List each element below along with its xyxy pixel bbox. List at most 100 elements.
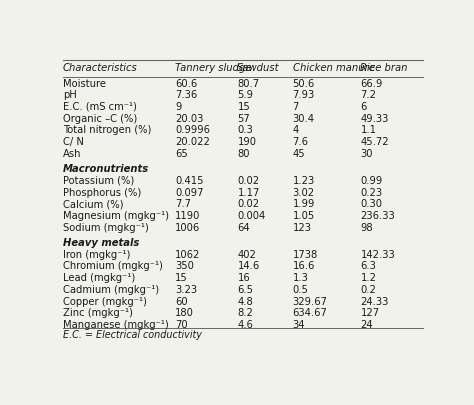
- Text: Ash: Ash: [63, 149, 82, 159]
- Text: 80.7: 80.7: [237, 79, 260, 89]
- Text: C/ N: C/ N: [63, 137, 84, 147]
- Text: 127: 127: [360, 308, 380, 318]
- Text: 123: 123: [292, 223, 311, 232]
- Text: Total nitrogen (%): Total nitrogen (%): [63, 125, 151, 135]
- Text: 7.93: 7.93: [292, 90, 315, 100]
- Text: 1062: 1062: [175, 250, 201, 260]
- Text: 1190: 1190: [175, 211, 201, 221]
- Text: Sodium (mgkg⁻¹): Sodium (mgkg⁻¹): [63, 223, 149, 232]
- Text: 7.7: 7.7: [175, 199, 191, 209]
- Text: 16.6: 16.6: [292, 262, 315, 271]
- Text: 6.5: 6.5: [237, 285, 254, 295]
- Text: 0.415: 0.415: [175, 176, 203, 186]
- Text: 15: 15: [175, 273, 188, 283]
- Text: 34: 34: [292, 320, 305, 330]
- Text: 7.36: 7.36: [175, 90, 197, 100]
- Text: 50.6: 50.6: [292, 79, 315, 89]
- Text: 30: 30: [360, 149, 373, 159]
- Text: Potassium (%): Potassium (%): [63, 176, 134, 186]
- Text: E.C. = Electrical conductivity: E.C. = Electrical conductivity: [63, 330, 202, 340]
- Text: 20.03: 20.03: [175, 114, 203, 124]
- Text: 402: 402: [237, 250, 256, 260]
- Text: 70: 70: [175, 320, 188, 330]
- Text: 24: 24: [360, 320, 373, 330]
- Text: 0.99: 0.99: [360, 176, 383, 186]
- Text: 329.67: 329.67: [292, 296, 328, 307]
- Text: 0.5: 0.5: [292, 285, 309, 295]
- Text: 7: 7: [292, 102, 299, 112]
- Text: 60.6: 60.6: [175, 79, 197, 89]
- Text: 45: 45: [292, 149, 305, 159]
- Text: 16: 16: [237, 273, 250, 283]
- Text: Phosphorus (%): Phosphorus (%): [63, 188, 141, 198]
- Text: 0.3: 0.3: [237, 125, 253, 135]
- Text: Chicken manure: Chicken manure: [292, 63, 374, 73]
- Text: 180: 180: [175, 308, 194, 318]
- Text: 60: 60: [175, 296, 188, 307]
- Text: Chromium (mgkg⁻¹): Chromium (mgkg⁻¹): [63, 262, 163, 271]
- Text: 4: 4: [292, 125, 299, 135]
- Text: 0.9996: 0.9996: [175, 125, 210, 135]
- Text: 66.9: 66.9: [360, 79, 383, 89]
- Text: 45.72: 45.72: [360, 137, 389, 147]
- Text: 14.6: 14.6: [237, 262, 260, 271]
- Text: 1.1: 1.1: [360, 125, 376, 135]
- Text: Lead (mgkg⁻¹): Lead (mgkg⁻¹): [63, 273, 135, 283]
- Text: 1.3: 1.3: [292, 273, 309, 283]
- Text: 6: 6: [360, 102, 367, 112]
- Text: 1.05: 1.05: [292, 211, 315, 221]
- Text: 6.3: 6.3: [360, 262, 376, 271]
- Text: 20.022: 20.022: [175, 137, 210, 147]
- Text: 7.2: 7.2: [360, 90, 376, 100]
- Text: 7.6: 7.6: [292, 137, 309, 147]
- Text: 57: 57: [237, 114, 250, 124]
- Text: 634.67: 634.67: [292, 308, 328, 318]
- Text: Organic –C (%): Organic –C (%): [63, 114, 137, 124]
- Text: Sawdust: Sawdust: [237, 63, 280, 73]
- Text: 9: 9: [175, 102, 182, 112]
- Text: pH: pH: [63, 90, 77, 100]
- Text: 190: 190: [237, 137, 256, 147]
- Text: 0.004: 0.004: [237, 211, 265, 221]
- Text: 3.02: 3.02: [292, 188, 315, 198]
- Text: Iron (mgkg⁻¹): Iron (mgkg⁻¹): [63, 250, 130, 260]
- Text: Zinc (mgkg⁻¹): Zinc (mgkg⁻¹): [63, 308, 133, 318]
- Text: 1.99: 1.99: [292, 199, 315, 209]
- Text: 4.6: 4.6: [237, 320, 253, 330]
- Text: Cadmium (mgkg⁻¹): Cadmium (mgkg⁻¹): [63, 285, 159, 295]
- Text: 3.23: 3.23: [175, 285, 197, 295]
- Text: 0.02: 0.02: [237, 176, 260, 186]
- Text: E.C. (mS cm⁻¹): E.C. (mS cm⁻¹): [63, 102, 137, 112]
- Text: Tannery sludge: Tannery sludge: [175, 63, 252, 73]
- Text: 0.02: 0.02: [237, 199, 260, 209]
- Text: 236.33: 236.33: [360, 211, 395, 221]
- Text: 64: 64: [237, 223, 250, 232]
- Text: 5.9: 5.9: [237, 90, 254, 100]
- Text: 0.2: 0.2: [360, 285, 376, 295]
- Text: 1006: 1006: [175, 223, 200, 232]
- Text: 15: 15: [237, 102, 250, 112]
- Text: 0.23: 0.23: [360, 188, 383, 198]
- Text: 24.33: 24.33: [360, 296, 389, 307]
- Text: Macronutrients: Macronutrients: [63, 164, 149, 174]
- Text: Characteristics: Characteristics: [63, 63, 137, 73]
- Text: Moisture: Moisture: [63, 79, 106, 89]
- Text: 1.23: 1.23: [292, 176, 315, 186]
- Text: 80: 80: [237, 149, 250, 159]
- Text: 49.33: 49.33: [360, 114, 389, 124]
- Text: 98: 98: [360, 223, 373, 232]
- Text: Magnesium (mgkg⁻¹): Magnesium (mgkg⁻¹): [63, 211, 169, 221]
- Text: 8.2: 8.2: [237, 308, 253, 318]
- Text: Manganese (mgkg⁻¹): Manganese (mgkg⁻¹): [63, 320, 169, 330]
- Text: Calcium (%): Calcium (%): [63, 199, 123, 209]
- Text: 350: 350: [175, 262, 194, 271]
- Text: 4.8: 4.8: [237, 296, 253, 307]
- Text: 0.097: 0.097: [175, 188, 203, 198]
- Text: Copper (mgkg⁻¹): Copper (mgkg⁻¹): [63, 296, 147, 307]
- Text: Heavy metals: Heavy metals: [63, 238, 139, 248]
- Text: 1.2: 1.2: [360, 273, 376, 283]
- Text: 1738: 1738: [292, 250, 318, 260]
- Text: 65: 65: [175, 149, 188, 159]
- Text: 1.17: 1.17: [237, 188, 260, 198]
- Text: 142.33: 142.33: [360, 250, 395, 260]
